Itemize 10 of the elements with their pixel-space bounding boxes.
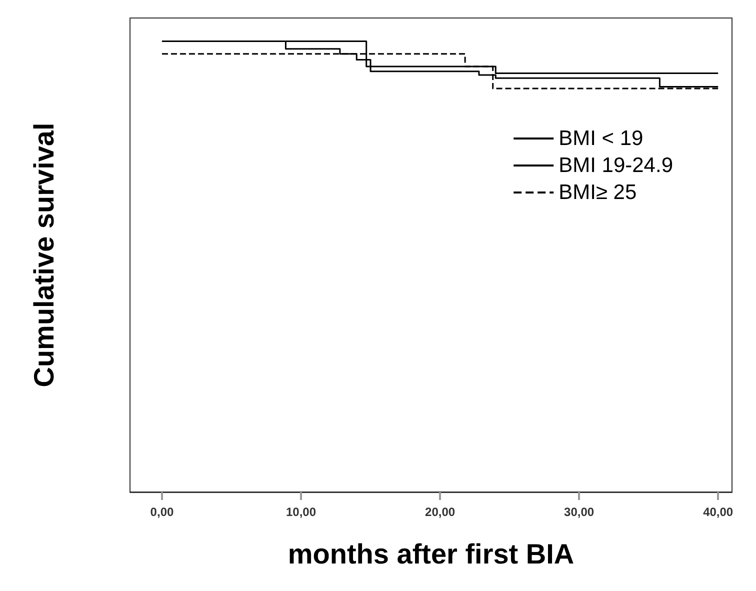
x-tick-label: 30,00 bbox=[564, 505, 594, 519]
x-tick-label: 20,00 bbox=[425, 505, 456, 519]
legend-label: BMI≥ 25 bbox=[558, 181, 637, 204]
legend-label: BMI 19-24.9 bbox=[558, 154, 674, 177]
x-tick-label: 40,00 bbox=[703, 505, 734, 519]
y-axis-title: Cumulative survival bbox=[28, 122, 60, 388]
x-tick-label: 0,00 bbox=[150, 505, 174, 519]
x-axis-title: months after first BIA bbox=[288, 538, 574, 570]
x-tick-label: 10,00 bbox=[286, 505, 316, 519]
legend-label: BMI < 19 bbox=[558, 127, 644, 150]
